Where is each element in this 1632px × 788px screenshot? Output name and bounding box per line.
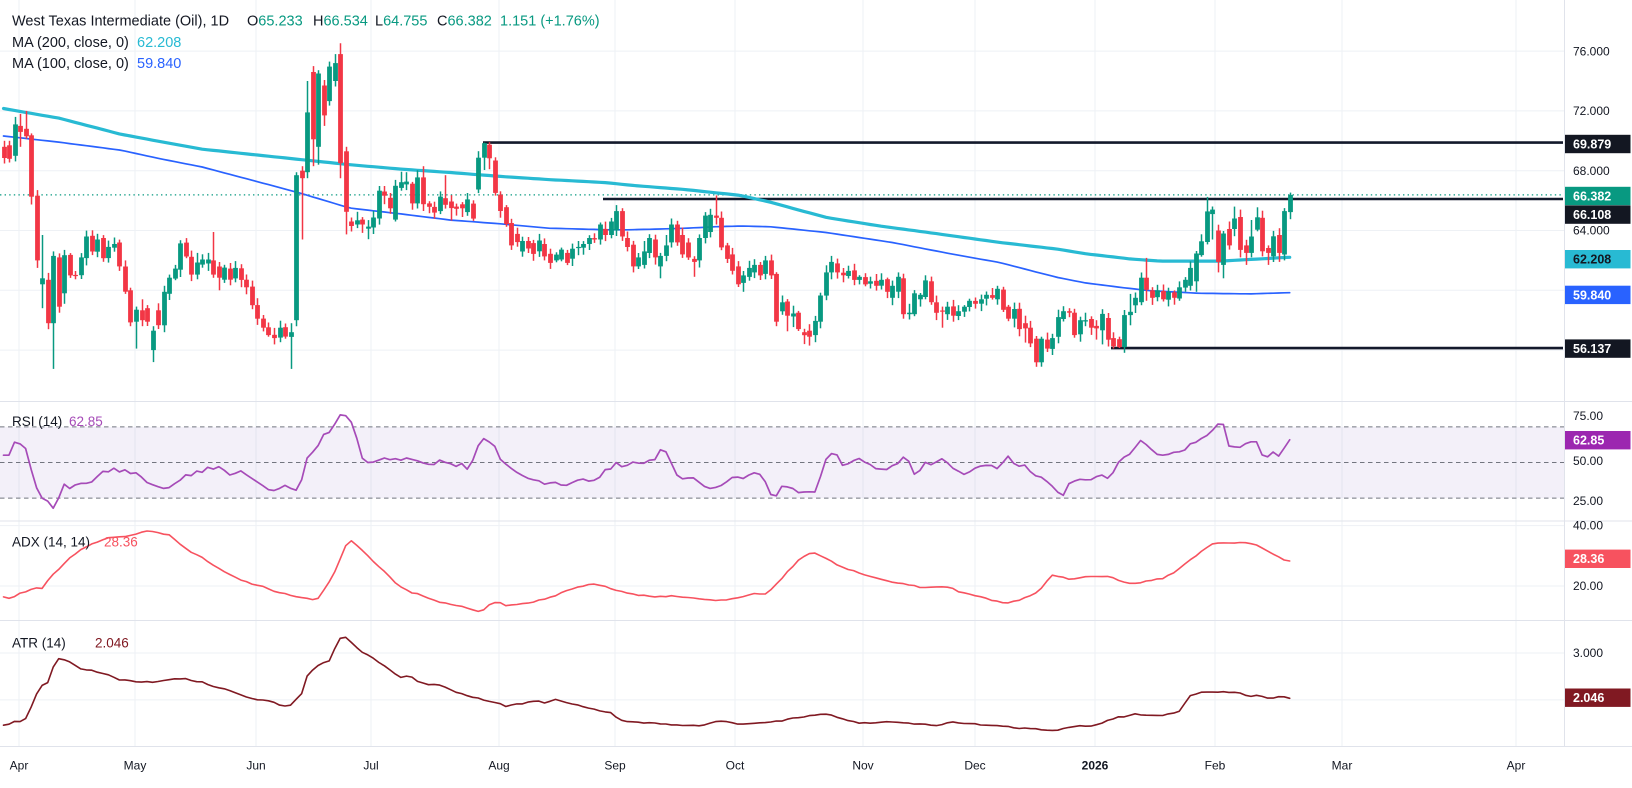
svg-text:Nov: Nov [852, 759, 873, 773]
svg-text:56.137: 56.137 [1573, 342, 1611, 356]
svg-text:RSI (14)62.85: RSI (14) 62.85 [12, 414, 103, 429]
svg-text:28.36: 28.36 [1573, 552, 1604, 566]
svg-text:Apr: Apr [10, 759, 29, 773]
svg-text:59.840: 59.840 [1573, 288, 1611, 302]
svg-text:MA (100, close, 0)59.840: MA (100, close, 0) 59.840 [12, 56, 181, 72]
svg-text:76.000: 76.000 [1573, 44, 1610, 58]
svg-text:ADX (14, 14)28.36: ADX (14, 14) 28.36 [12, 535, 138, 550]
svg-text:Dec: Dec [964, 759, 985, 773]
svg-text:Apr: Apr [1507, 759, 1526, 773]
svg-text:Oct: Oct [726, 759, 745, 773]
svg-text:66.108: 66.108 [1573, 208, 1611, 222]
svg-text:Mar: Mar [1332, 759, 1353, 773]
svg-text:50.00: 50.00 [1573, 454, 1603, 468]
svg-text:66.382: 66.382 [1573, 189, 1611, 203]
svg-text:3.000: 3.000 [1573, 646, 1603, 660]
svg-text:62.208: 62.208 [1573, 253, 1611, 267]
svg-text:Sep: Sep [604, 759, 626, 773]
svg-text:Aug: Aug [488, 759, 509, 773]
svg-text:62.85: 62.85 [1573, 434, 1604, 448]
svg-text:25.00: 25.00 [1573, 494, 1603, 508]
svg-text:Jul: Jul [363, 759, 378, 773]
svg-text:72.000: 72.000 [1573, 104, 1610, 118]
svg-text:75.00: 75.00 [1573, 409, 1603, 423]
svg-text:64.000: 64.000 [1573, 224, 1610, 238]
svg-text:Jun: Jun [246, 759, 265, 773]
svg-text:Feb: Feb [1205, 759, 1226, 773]
svg-text:68.000: 68.000 [1573, 164, 1610, 178]
svg-text:May: May [124, 759, 147, 773]
svg-text:69.879: 69.879 [1573, 137, 1611, 151]
svg-text:2.046: 2.046 [1573, 691, 1604, 705]
svg-text:MA (200, close, 0)62.208: MA (200, close, 0) 62.208 [12, 35, 181, 51]
svg-text:2026: 2026 [1082, 759, 1109, 773]
svg-text:20.00: 20.00 [1573, 579, 1603, 593]
svg-text:40.00: 40.00 [1573, 519, 1603, 533]
